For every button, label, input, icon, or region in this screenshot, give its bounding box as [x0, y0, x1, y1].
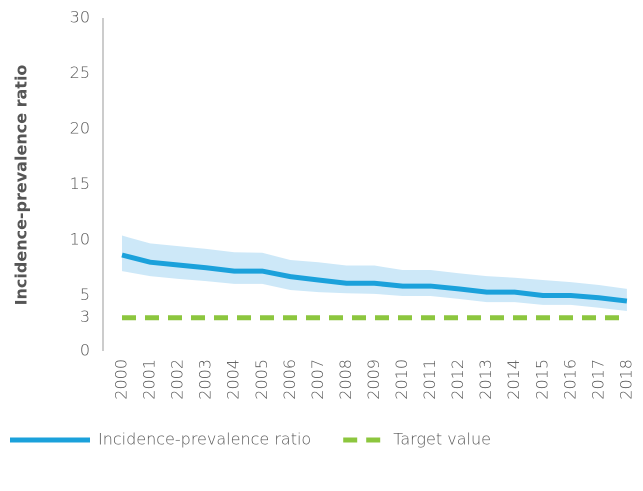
x-tick-label: 2011 [420, 359, 439, 400]
x-tick-label: 2016 [560, 359, 579, 400]
x-tick-label: 2015 [532, 359, 551, 400]
x-tick-label: 2006 [280, 359, 299, 400]
y-tick-label: 15 [70, 174, 90, 193]
x-tick-label: 2000 [112, 359, 131, 400]
x-tick-label: 2012 [448, 359, 467, 400]
y-axis-label: Incidence-prevalence ratio [12, 65, 31, 306]
x-tick-label: 2014 [504, 359, 523, 400]
x-tick-label: 2002 [168, 359, 187, 400]
x-tick-label: 2013 [476, 359, 495, 400]
x-tick-label: 2007 [308, 359, 327, 400]
x-tick-label: 2009 [364, 359, 383, 400]
x-tick-label: 2004 [224, 359, 243, 400]
legend-label: Incidence-prevalence ratio [98, 430, 311, 449]
x-tick-label: 2018 [616, 359, 635, 400]
x-tick-label: 2003 [196, 359, 215, 400]
x-tick-label: 2001 [140, 359, 159, 400]
y-tick-label: 3 [80, 307, 90, 326]
legend-label: Target value [393, 430, 491, 449]
x-tick-label: 2010 [392, 359, 411, 400]
series-line [121, 252, 628, 304]
x-tick-label: 2005 [252, 359, 271, 400]
x-tick-label: 2008 [336, 359, 355, 400]
y-tick-label: 10 [70, 230, 90, 249]
y-tick-label: 5 [80, 285, 90, 304]
y-tick-label: 30 [70, 8, 90, 27]
y-tick-label: 25 [70, 63, 90, 82]
confidence-band [122, 235, 627, 312]
y-tick-label: 0 [80, 341, 90, 360]
y-tick-label: 20 [70, 119, 90, 138]
x-tick-label: 2017 [588, 359, 607, 400]
